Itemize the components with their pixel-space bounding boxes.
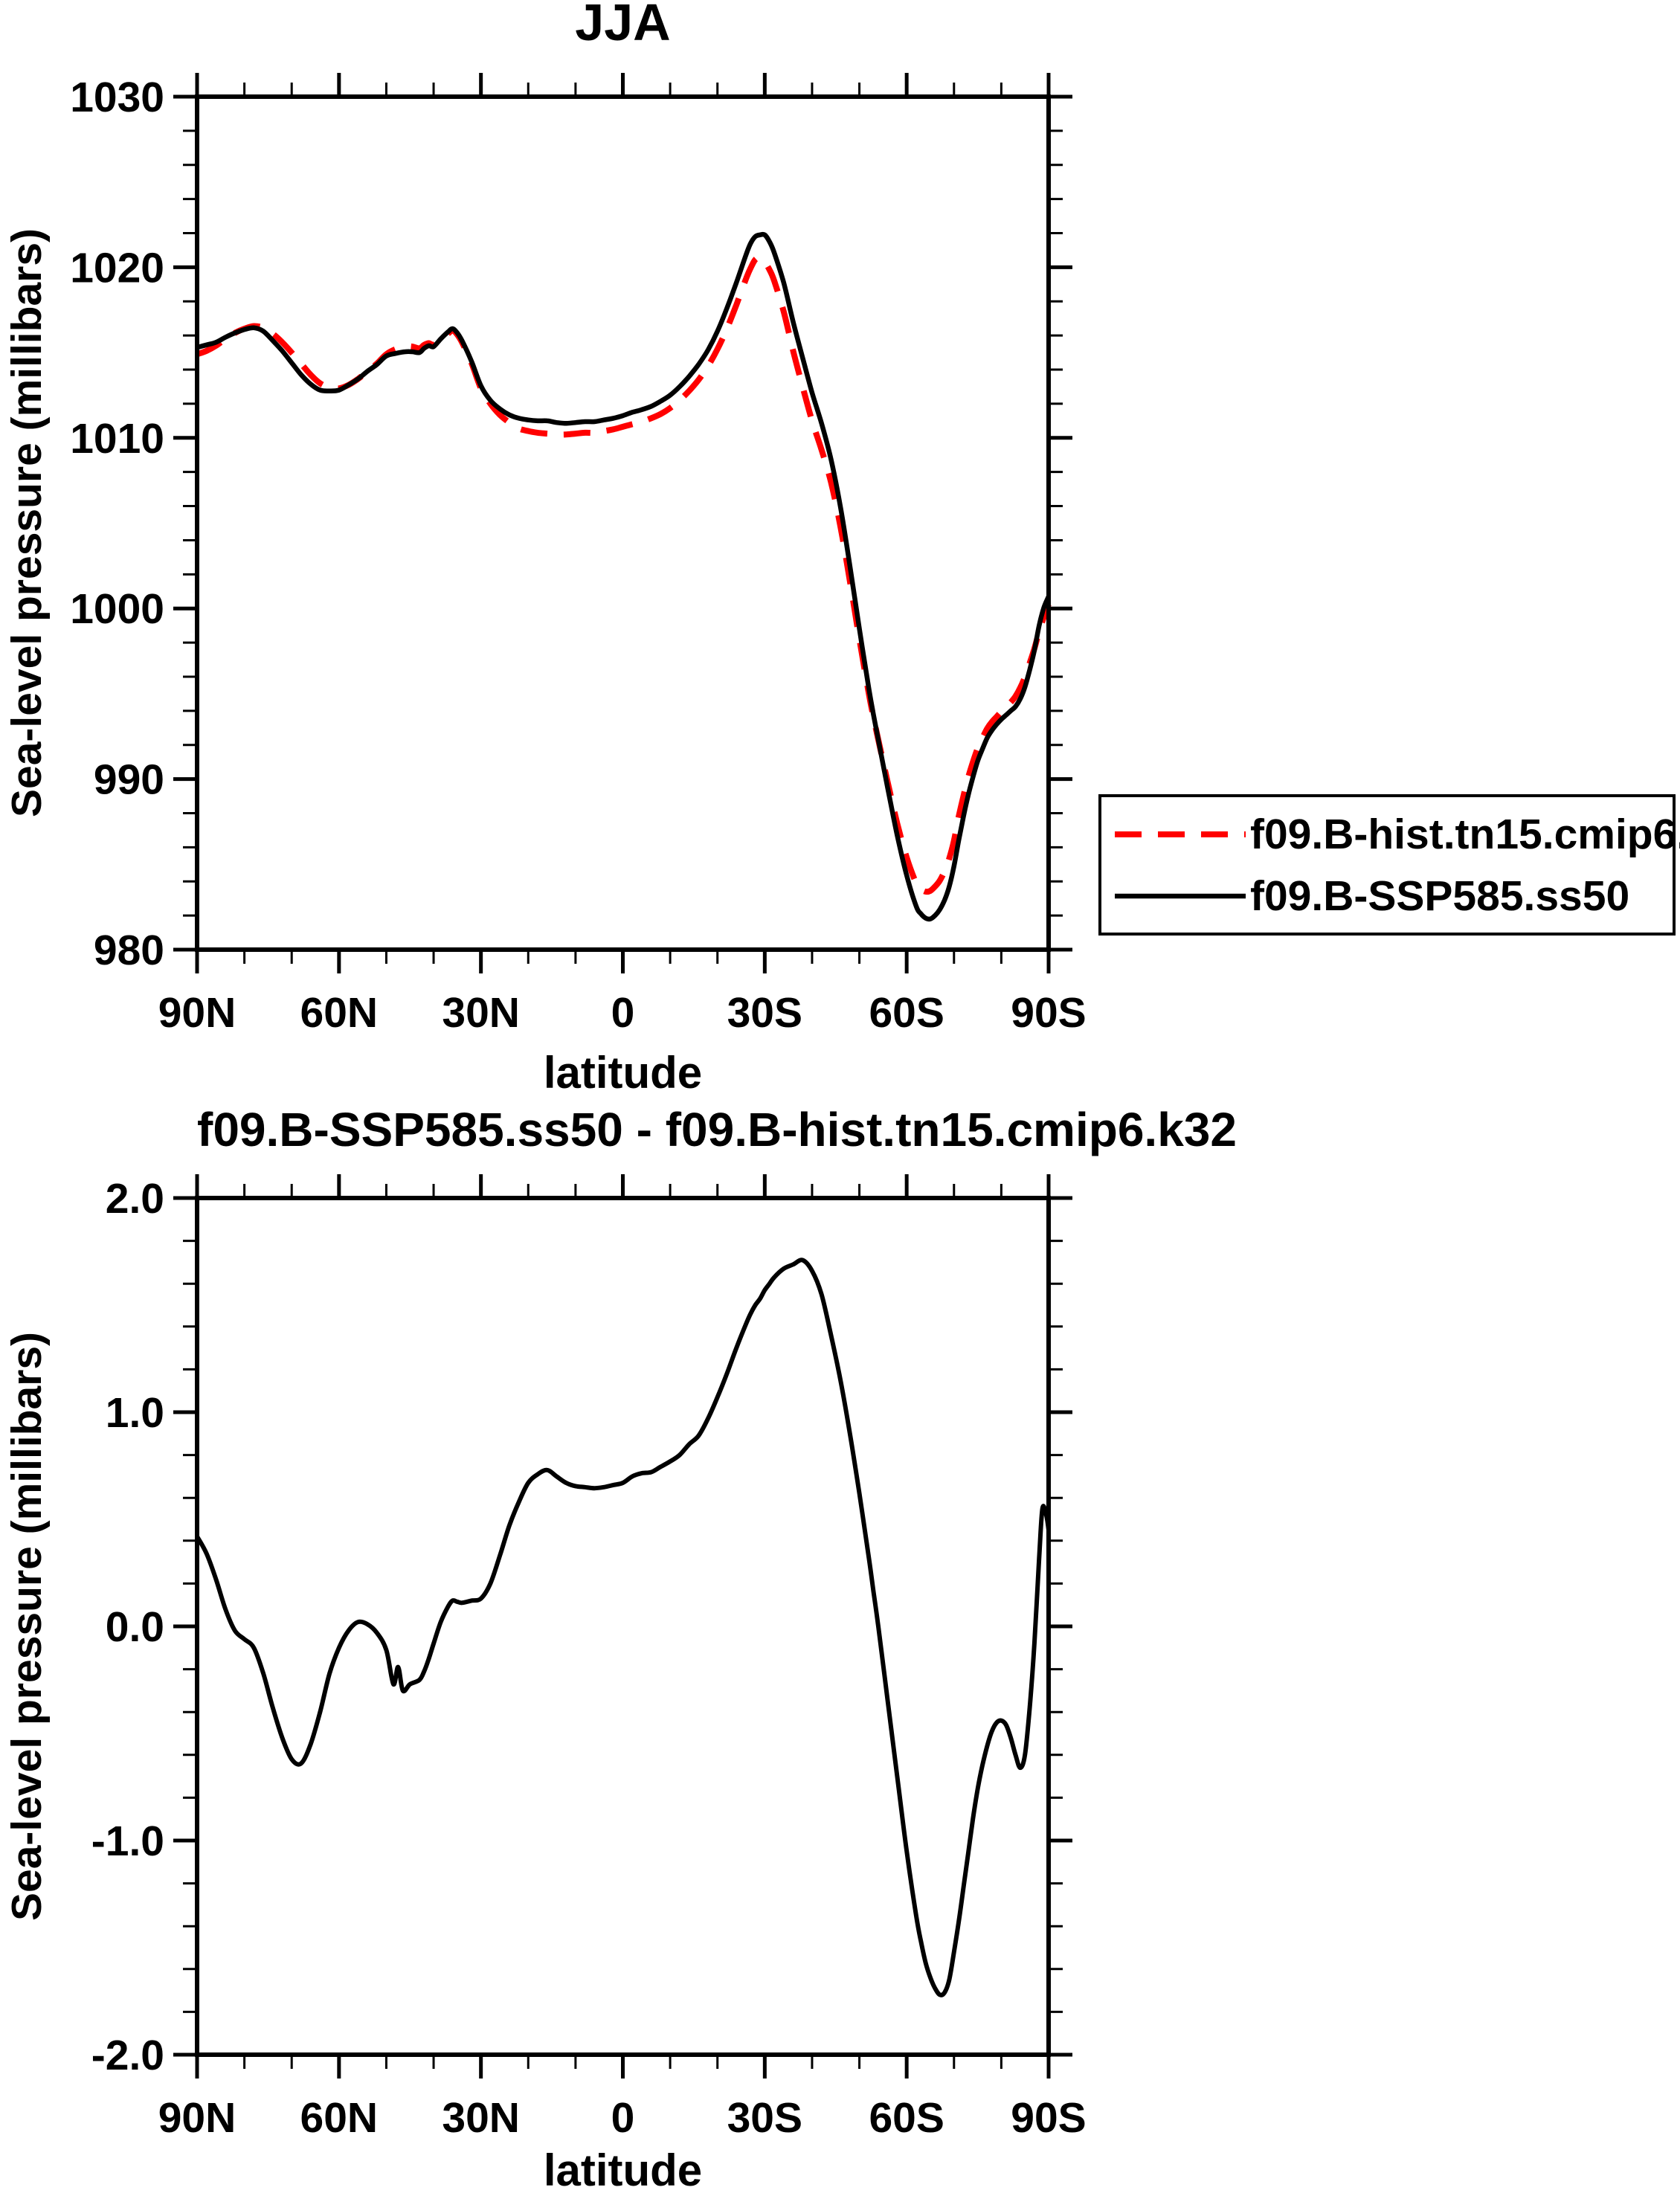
series-line-difference bbox=[195, 1258, 1051, 1997]
x-axis-tick-label: 60N bbox=[300, 2094, 379, 2142]
axis-frame bbox=[195, 1196, 1051, 2057]
chart-panel-1: 90N 60N 30N 0 30S 60S 90S 2.0 1.0 0.0 -1.0 -2.0 bbox=[91, 1174, 1087, 2142]
y-axis-tick-label: -1.0 bbox=[91, 1817, 164, 1865]
red-dashed-line-sample bbox=[1115, 831, 1246, 837]
x-axis-tick-label: 0 bbox=[611, 2094, 635, 2142]
bottom-x-axis-title: latitude bbox=[543, 2145, 703, 2195]
x-axis-tick-label: 60S bbox=[869, 2094, 944, 2142]
y-axis-tick-label: 0.0 bbox=[106, 1603, 164, 1651]
legend-label-hist: f09.B-hist.tn15.cmip6.k32 bbox=[1250, 810, 1680, 858]
series-line-f09.B-SSP585.ss50 bbox=[196, 231, 1051, 922]
x-axis-tick-label: 30S bbox=[727, 989, 802, 1037]
x-axis-tick-label: 90S bbox=[1011, 989, 1086, 1037]
x-axis-tick-label: 90S bbox=[1011, 2094, 1086, 2142]
legend: f09.B-hist.tn15.cmip6.k32 f09.B-SSP585.s… bbox=[1098, 794, 1680, 936]
chart-panel-0: 90N 60N 30N 0 30S 60S 90S 1030 1020 1010 1000 990 98… bbox=[70, 73, 1087, 1037]
x-axis-tick-label: 60N bbox=[300, 989, 379, 1037]
legend-item-ssp: f09.B-SSP585.ss50 bbox=[1113, 867, 1673, 925]
x-axis-tick-label: 30N bbox=[442, 2094, 520, 2142]
x-axis-tick-label: 90N bbox=[158, 989, 236, 1037]
black-solid-line-sample bbox=[1115, 893, 1246, 898]
x-axis-tick-label: 90N bbox=[158, 2094, 236, 2142]
x-axis-tick-label: 60S bbox=[869, 989, 944, 1037]
y-axis-tick-label: 1000 bbox=[70, 585, 164, 633]
y-axis-tick-label: 1030 bbox=[70, 74, 164, 121]
top-chart-title: JJA bbox=[575, 0, 671, 51]
x-axis-tick-label: 30S bbox=[727, 2094, 802, 2142]
y-axis-tick-label: 980 bbox=[94, 927, 164, 974]
y-axis-tick-label: -2.0 bbox=[91, 2032, 164, 2079]
x-axis-tick-label: 30N bbox=[442, 989, 520, 1037]
legend-item-hist: f09.B-hist.tn15.cmip6.k32 bbox=[1113, 805, 1680, 863]
top-x-axis-title: latitude bbox=[543, 1048, 703, 1098]
bottom-y-axis-title: Sea-level pressure (millibars) bbox=[3, 1331, 51, 1922]
legend-label-ssp: f09.B-SSP585.ss50 bbox=[1250, 872, 1630, 920]
y-axis-tick-label: 1020 bbox=[70, 244, 164, 292]
axis-frame bbox=[195, 94, 1051, 952]
y-axis-tick-label: 1010 bbox=[70, 415, 164, 463]
y-axis-tick-label: 990 bbox=[94, 756, 164, 804]
bottom-chart-title: f09.B-SSP585.ss50 - f09.B-hist.tn15.cmip… bbox=[197, 1103, 1237, 1156]
y-axis-tick-label: 1.0 bbox=[106, 1389, 164, 1437]
x-axis-tick-label: 0 bbox=[611, 989, 635, 1037]
series-line-f09.B-hist.tn15.cmip6.k32 bbox=[196, 254, 1052, 895]
y-axis-tick-label: 2.0 bbox=[106, 1175, 164, 1223]
top-y-axis-title: Sea-level pressure (millibars) bbox=[3, 228, 51, 818]
